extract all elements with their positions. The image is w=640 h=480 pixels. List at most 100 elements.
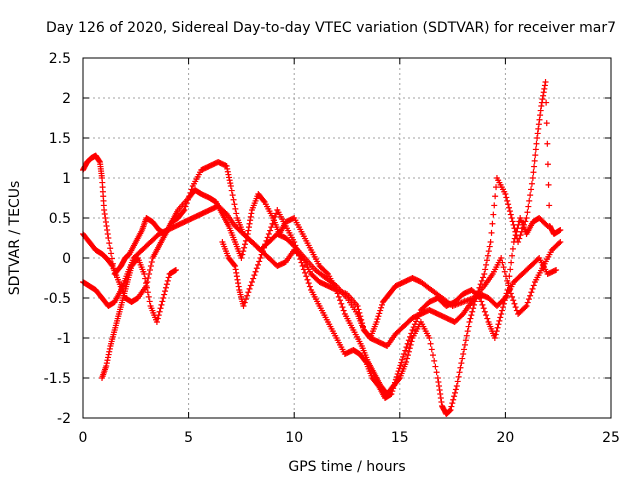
data-point bbox=[496, 317, 503, 324]
data-point bbox=[323, 269, 330, 276]
data-point bbox=[271, 213, 278, 220]
data-point bbox=[258, 251, 265, 258]
data-point bbox=[339, 304, 346, 311]
data-point bbox=[394, 371, 401, 377]
data-point bbox=[479, 301, 486, 308]
plot-frame bbox=[82, 57, 612, 419]
data-point bbox=[260, 197, 267, 204]
data-point bbox=[493, 328, 500, 335]
data-point bbox=[226, 177, 233, 184]
data-point bbox=[528, 186, 535, 193]
data-point bbox=[292, 242, 299, 249]
data-point bbox=[378, 304, 385, 311]
data-point bbox=[495, 321, 502, 328]
data-point bbox=[452, 386, 459, 393]
data-point bbox=[506, 208, 513, 215]
x-axis-label: GPS time / hours bbox=[288, 459, 405, 475]
data-point bbox=[483, 257, 490, 264]
data-point bbox=[469, 308, 476, 315]
data-point bbox=[478, 277, 485, 284]
data-point bbox=[503, 194, 510, 201]
data-point bbox=[148, 259, 155, 265]
data-point bbox=[545, 181, 552, 188]
data-point bbox=[186, 193, 193, 200]
data-point bbox=[235, 280, 242, 287]
data-point bbox=[477, 295, 484, 301]
data-point bbox=[529, 175, 536, 181]
data-point bbox=[408, 330, 415, 337]
data-point bbox=[456, 369, 463, 376]
data-point bbox=[165, 274, 172, 281]
data-point bbox=[433, 369, 440, 376]
data-point bbox=[500, 300, 507, 307]
data-point bbox=[534, 135, 541, 141]
data-point bbox=[438, 399, 445, 405]
data-point bbox=[146, 267, 153, 273]
data-point bbox=[143, 280, 150, 287]
data-point bbox=[492, 331, 499, 338]
data-point bbox=[240, 303, 247, 309]
data-point bbox=[242, 296, 249, 303]
data-point bbox=[428, 346, 435, 353]
data-point bbox=[508, 259, 515, 266]
data-point bbox=[529, 285, 536, 292]
data-point bbox=[402, 347, 409, 354]
data-point bbox=[296, 252, 303, 259]
data-point bbox=[404, 352, 411, 359]
data-point bbox=[304, 276, 311, 283]
data-point bbox=[458, 360, 465, 367]
data-point bbox=[475, 293, 482, 300]
data-point bbox=[242, 241, 249, 248]
data-point bbox=[538, 103, 545, 109]
data-point bbox=[298, 259, 305, 266]
data-point bbox=[251, 272, 258, 279]
data-point bbox=[504, 197, 511, 204]
data-point bbox=[527, 292, 534, 299]
data-point bbox=[155, 312, 162, 319]
data-point bbox=[161, 291, 168, 298]
data-point bbox=[434, 375, 441, 381]
data-point bbox=[388, 391, 395, 397]
data-point bbox=[299, 263, 306, 269]
data-point bbox=[451, 393, 458, 400]
data-point bbox=[509, 245, 516, 252]
data-point bbox=[502, 191, 509, 197]
data-point bbox=[247, 213, 254, 220]
data-point bbox=[391, 382, 398, 389]
data-point bbox=[463, 332, 470, 339]
data-point bbox=[101, 207, 108, 213]
data-point bbox=[187, 189, 194, 196]
data-point bbox=[163, 281, 170, 288]
data-point bbox=[468, 312, 475, 319]
data-point bbox=[375, 313, 382, 320]
data-point bbox=[499, 259, 506, 266]
data-point bbox=[245, 227, 252, 234]
data-point bbox=[269, 220, 276, 227]
data-point bbox=[306, 283, 313, 290]
data-point bbox=[405, 348, 412, 355]
data-point bbox=[513, 228, 520, 235]
y-tick-label: -1 bbox=[57, 331, 71, 347]
data-point bbox=[460, 351, 467, 357]
data-point bbox=[263, 237, 270, 244]
data-point bbox=[491, 202, 498, 209]
data-point bbox=[303, 273, 310, 280]
data-point bbox=[447, 407, 454, 413]
data-point bbox=[535, 121, 542, 128]
data-point bbox=[233, 269, 240, 276]
data-point bbox=[232, 205, 239, 212]
data-point bbox=[102, 215, 109, 221]
data-point bbox=[499, 307, 506, 314]
data-point bbox=[96, 158, 103, 165]
data-point bbox=[467, 315, 474, 322]
data-point bbox=[481, 308, 488, 315]
data-point bbox=[523, 215, 530, 221]
data-point bbox=[335, 293, 342, 300]
data-point bbox=[354, 303, 361, 309]
data-point bbox=[141, 271, 148, 277]
data-point bbox=[457, 364, 464, 371]
data-point bbox=[427, 340, 434, 347]
data-point bbox=[108, 250, 115, 257]
data-point bbox=[454, 378, 461, 385]
data-point bbox=[142, 275, 149, 282]
